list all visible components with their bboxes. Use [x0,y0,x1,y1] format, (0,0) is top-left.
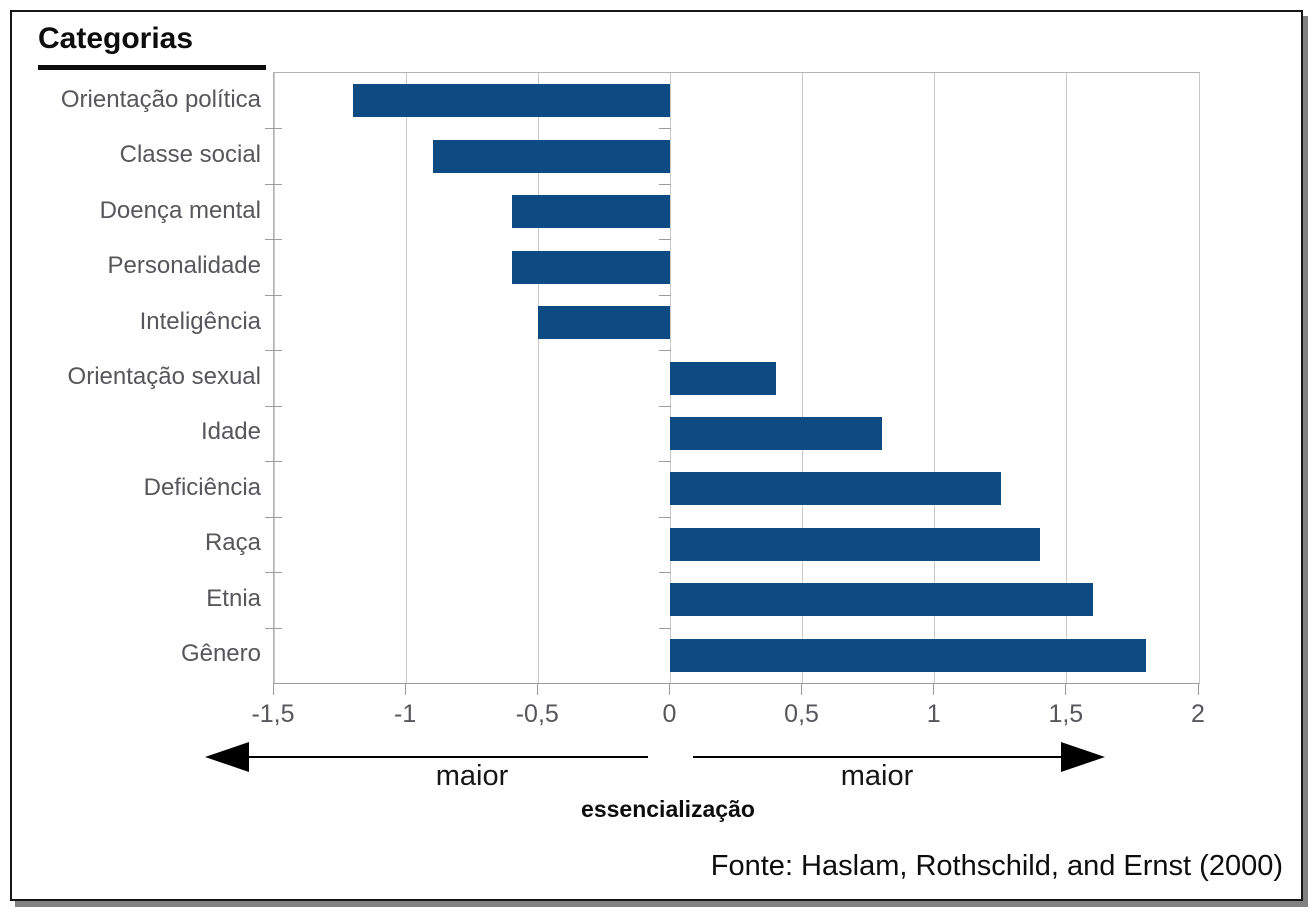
x-tick-mark [272,683,274,695]
category-label: Etnia [206,584,261,612]
right-arrow-icon [1061,742,1105,772]
bar [670,416,882,450]
category-axis-labels: Orientação política Classe social Doença m… [12,72,261,682]
essentialization-axis-note: essencialização [581,796,755,822]
x-tick-label: -0,5 [515,700,559,728]
bar [670,583,1094,617]
zero-axis-tick [659,516,672,518]
gridline [537,73,539,683]
title-underline [38,65,266,70]
category-label: Inteligência [139,307,261,335]
left-arrow-icon [205,742,249,772]
category-label: Raça [204,529,261,557]
row-boundary-tick [265,572,282,574]
bar [432,139,671,173]
x-axis: -1,5 -1 -0,5 0 0,5 1 1,5 2 [251,682,1205,742]
zero-axis-tick [659,572,672,574]
x-tick-label: 0,5 [784,700,819,728]
category-label: Deficiência [143,473,261,501]
chart-title: Categorias [38,22,194,55]
x-tick-label: 1 [926,700,941,728]
zero-axis-tick [659,239,672,241]
zero-axis-tick [659,128,672,130]
zero-axis-tick [659,627,672,629]
row-boundary-tick [265,516,282,518]
zero-axis-tick [659,405,672,407]
zero-axis-tick [659,461,672,463]
bar [538,306,671,340]
bar [670,361,777,395]
source-citation: Fonte: Haslam, Rothschild, and Ernst (20… [710,850,1283,882]
x-tick-mark [536,683,538,695]
bar [670,638,1147,672]
x-tick-mark [1197,683,1199,695]
category-label: Gênero [180,640,261,668]
category-label: Doença mental [99,196,261,224]
bar [511,195,671,229]
row-boundary-tick [265,405,282,407]
x-tick-label: 1,5 [1048,700,1084,728]
x-tick-mark [404,683,406,695]
x-tick-label: -1 [394,700,417,728]
row-boundary-tick [265,350,282,352]
x-tick-mark [1065,683,1067,695]
x-tick-label: 2 [1191,700,1205,728]
gridline [802,73,804,683]
chart-plot [265,72,1200,684]
right-arrow-line [693,756,1063,758]
category-label: Orientação política [60,85,261,113]
x-tick-mark [668,683,670,695]
x-tick-mark [801,683,803,695]
x-tick-mark [933,683,935,695]
zero-axis-tick [659,183,672,185]
gridline [1198,73,1200,683]
gridline [273,73,275,683]
category-label: Personalidade [107,252,261,280]
category-label: Classe social [119,141,261,169]
maior-right-label: maior [840,760,914,792]
maior-left-label: maior [435,760,509,792]
left-arrow-line [246,756,648,758]
bar [670,527,1041,561]
figure-frame: Categorias Orientação política Classe soc… [10,10,1303,901]
gridline [1066,73,1068,683]
zero-axis-tick [659,350,672,352]
row-boundary-tick [265,461,282,463]
x-tick-label: -1,5 [251,700,295,728]
bar [353,84,671,118]
row-boundary-tick [265,239,282,241]
gridline [405,73,407,683]
row-boundary-tick [265,128,282,130]
category-label: Idade [200,418,261,446]
category-label: Orientação sexual [67,362,261,390]
bar [511,250,671,284]
row-boundary-tick [265,627,282,629]
zero-axis-tick [659,294,672,296]
row-boundary-tick [265,183,282,185]
gridline [934,73,936,683]
bar [670,472,1001,506]
x-tick-label: 0 [662,700,677,728]
row-boundary-tick [265,294,282,296]
